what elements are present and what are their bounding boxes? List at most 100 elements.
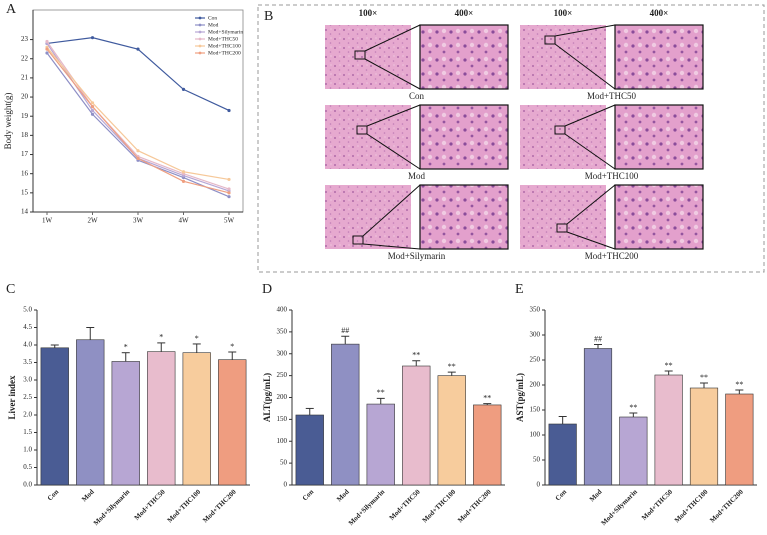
x-tick-label: 3W [133,217,144,225]
y-tick-label: 2.0 [23,411,32,419]
y-tick-label: 1.5 [23,428,32,436]
x-tick-label: Mod [335,488,351,504]
bar [76,339,105,486]
series-line [46,48,230,194]
series-line [46,43,230,192]
bar [548,423,577,486]
x-tick-label: 5W [224,217,235,225]
zoom-box [356,125,368,135]
point [181,179,186,183]
significance: ** [483,393,491,402]
point [136,47,140,51]
y-tick-label: 250 [277,371,288,379]
zoom-line [554,24,616,37]
y-tick-label: 0.0 [23,481,32,489]
bar [473,404,502,486]
y-axis-label: AST(pg/mL) [515,373,525,422]
bar [182,352,211,486]
y-tick-label: 50 [280,459,288,467]
y-tick-label: 50 [533,456,541,464]
significance: ** [412,351,420,360]
x-tick-label: Mod+THC200 [708,488,745,525]
point [181,170,186,174]
significance: * [230,342,234,351]
bar [654,374,683,486]
bar [402,365,431,486]
y-tick-label: 16 [21,169,29,177]
bar [366,403,395,486]
error-bar [664,370,673,375]
error-bar [594,344,602,349]
x-tick-label: 1W [42,217,53,225]
error-bar [305,407,314,415]
point [136,156,140,160]
y-tick-label: 400 [277,306,288,314]
point [227,177,231,182]
point [90,105,95,109]
point [227,187,231,191]
y-tick-label: 18 [21,131,29,139]
y-tick-label: 200 [277,393,288,401]
y-tick-label: 17 [21,150,29,158]
error-bar [735,389,744,394]
significance: ** [665,361,673,370]
y-tick-label: 200 [530,381,541,389]
magnification: 400× [650,8,669,18]
y-tick-label: 0 [284,481,288,489]
x-tick-label: Mod+THC50 [133,488,167,522]
zoom-line [566,231,616,250]
group-caption: Mod+THC100 [585,171,639,181]
x-tick-label: Mod+THC100 [421,488,458,525]
y-tick-label: 22 [21,54,29,62]
y-tick-label: 15 [21,188,29,196]
error-bar [157,342,166,352]
zoom-box [352,235,364,245]
error-bar [700,382,708,388]
y-tick-label: 150 [277,415,288,423]
zoom-line [362,243,421,250]
y-tick-label: 20 [21,93,29,101]
y-tick-label: 14 [21,208,29,216]
panel-label: D [262,282,272,297]
group-caption: Mod+THC200 [585,251,639,261]
legend-label: Con [208,15,217,21]
error-bar [121,352,130,362]
y-tick-label: 150 [530,406,541,414]
error-bar [558,416,567,424]
error-bar [412,360,421,366]
panel-label: A [6,2,17,17]
y-tick-label: 4.0 [23,341,32,349]
panel-label: E [515,282,524,297]
y-tick-label: 100 [530,431,541,439]
y-axis-label: Liver index [7,375,17,420]
legend-marker [198,16,202,20]
legend-label: Mod+Silymarin [208,29,243,35]
point [90,36,95,40]
high-mag-image [419,184,509,250]
y-tick-label: 100 [277,437,288,445]
magnification: 100× [554,8,573,18]
error-bar [447,371,456,376]
group-caption: Mod+Silymarin [388,251,446,261]
legend-label: Mod [208,22,219,28]
bar [295,414,324,486]
point [90,108,95,113]
significance: ** [700,373,708,382]
error-bar [50,344,59,348]
legend-marker [198,30,202,34]
point [45,51,49,55]
point [45,47,49,51]
legend-marker [198,51,202,55]
low-mag-image [520,25,606,89]
error-bar [228,351,237,360]
y-tick-label: 350 [277,327,288,335]
zoom-box [354,50,366,60]
legend-label: Mod+THC50 [208,36,238,42]
significance: ** [377,388,385,397]
error-bar [341,335,350,345]
y-tick-label: 5.0 [23,306,32,314]
x-tick-label: Mod+THC200 [201,488,238,525]
legend-label: Mod+THC100 [208,43,241,49]
zoom-box [556,223,568,233]
